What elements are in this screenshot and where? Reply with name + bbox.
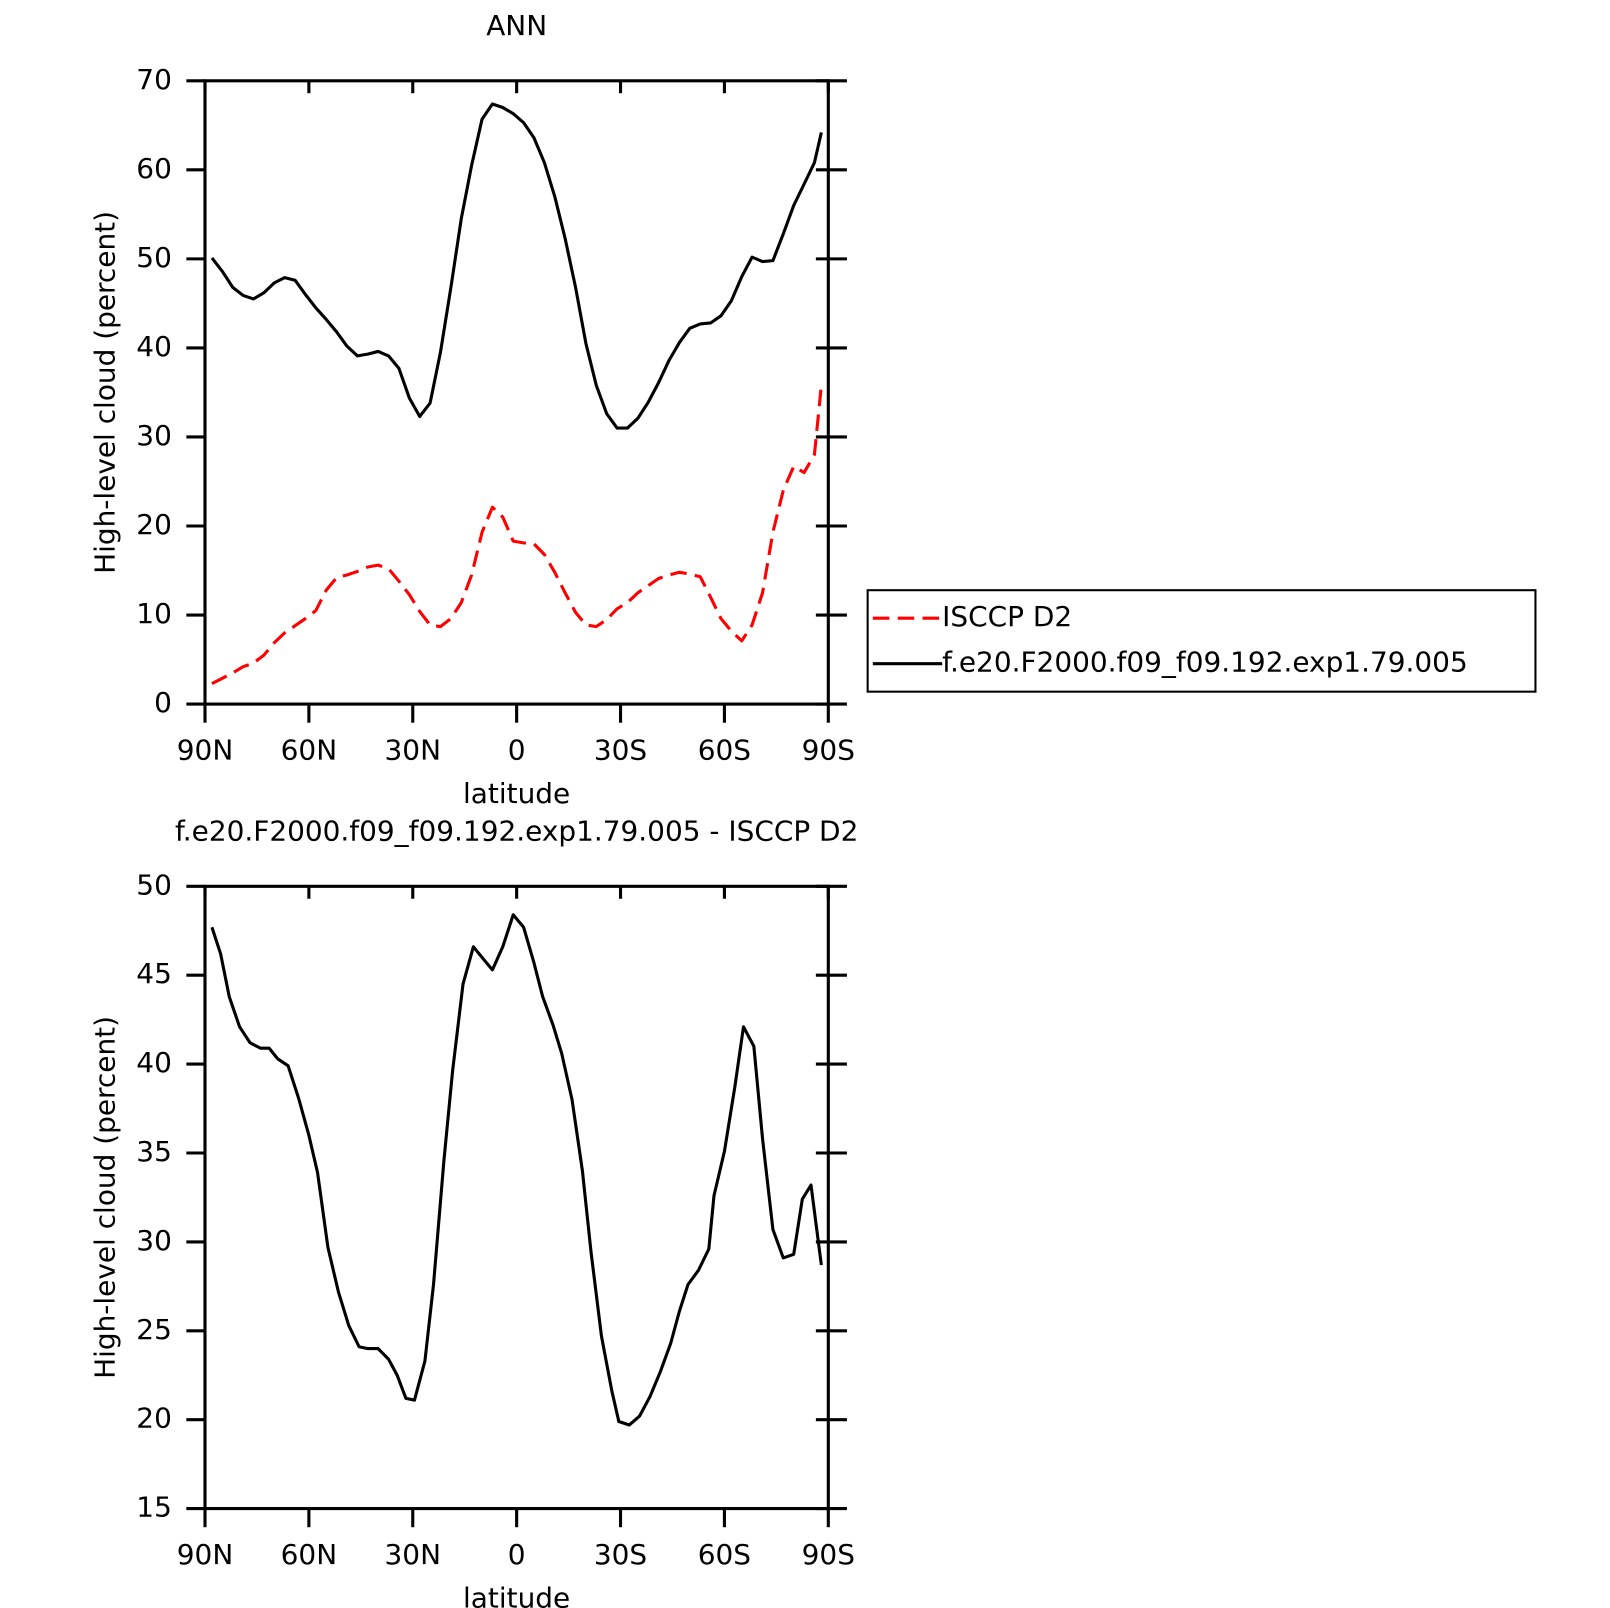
y-tick-label: 0 <box>154 686 172 719</box>
y-tick-label: 35 <box>136 1135 172 1168</box>
y-axis-label: High-level cloud (percent) <box>89 1016 122 1379</box>
x-axis-label: latitude <box>463 1582 570 1608</box>
y-tick-label: 20 <box>136 1402 172 1435</box>
x-tick-label: 60N <box>281 1538 337 1571</box>
y-tick-label: 15 <box>136 1491 172 1524</box>
x-tick-label: 90S <box>802 1538 855 1571</box>
y-tick-label: 20 <box>136 508 172 541</box>
y-axis-label: High-level cloud (percent) <box>89 211 122 574</box>
x-tick-label: 30N <box>385 734 441 767</box>
y-tick-label: 30 <box>136 1224 172 1257</box>
x-tick-label: 90S <box>802 734 855 767</box>
plot-frame <box>203 884 830 1511</box>
y-tick-label: 45 <box>136 957 172 990</box>
legend-box <box>866 589 1537 693</box>
legend-label: f.e20.F2000.f09_f09.192.exp1.79.005 <box>942 646 1468 679</box>
legend-label: ISCCP D2 <box>942 600 1072 633</box>
plot-frame <box>203 79 830 706</box>
data-line <box>211 385 823 685</box>
y-tick-label: 50 <box>136 868 172 901</box>
x-axis-label: latitude <box>463 777 570 810</box>
data-line <box>210 913 823 1427</box>
y-tick-label: 70 <box>136 63 172 96</box>
chart-title: ANN <box>486 9 547 42</box>
chart-title: f.e20.F2000.f09_f09.192.exp1.79.005 - IS… <box>175 814 858 847</box>
y-tick-label: 40 <box>136 330 172 363</box>
x-tick-label: 30S <box>594 734 647 767</box>
data-line <box>210 102 823 430</box>
y-tick-label: 60 <box>136 152 172 185</box>
y-tick-label: 30 <box>136 419 172 452</box>
y-tick-label: 40 <box>136 1046 172 1079</box>
x-tick-label: 90N <box>177 1538 233 1571</box>
x-tick-label: 60S <box>698 734 751 767</box>
x-tick-label: 0 <box>508 1538 526 1571</box>
y-tick-label: 50 <box>136 241 172 274</box>
y-tick-label: 25 <box>136 1313 172 1346</box>
x-tick-label: 60S <box>698 1538 751 1571</box>
x-tick-label: 30S <box>594 1538 647 1571</box>
x-tick-label: 0 <box>508 734 526 767</box>
x-tick-label: 30N <box>385 1538 441 1571</box>
x-tick-label: 60N <box>281 734 337 767</box>
y-tick-label: 10 <box>136 597 172 630</box>
x-tick-label: 90N <box>177 734 233 767</box>
